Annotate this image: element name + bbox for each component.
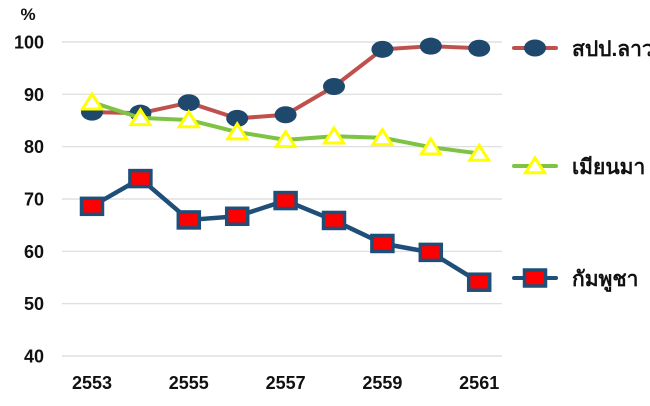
data-point-cambodia-2554: [128, 168, 153, 189]
data-point-myanmar-2559: [370, 126, 395, 147]
data-point-myanmar-2555: [176, 108, 202, 129]
data-point-lao-2560: [419, 37, 442, 55]
data-point-lao-2557: [274, 106, 297, 124]
y-axis-tick-label: 90: [24, 85, 44, 105]
legend-label-lao: สปป.ลาว: [572, 38, 650, 61]
legend-label-myanmar: เมียนมา: [572, 155, 645, 179]
legend-lao-marker-icon: [524, 39, 546, 57]
data-point-myanmar-2553: [79, 91, 105, 111]
legend-myanmar-marker-icon: [522, 154, 548, 175]
x-axis-tick-label: 2553: [72, 373, 112, 393]
data-point-myanmar-2556: [224, 121, 250, 141]
data-point-myanmar-2557: [273, 128, 298, 149]
legend-cambodia-marker-icon: [522, 268, 548, 288]
data-point-cambodia-2553: [79, 196, 105, 217]
x-axis-tick-label: 2557: [266, 373, 306, 393]
y-axis-unit-label: %: [20, 5, 35, 24]
data-point-lao-2558: [323, 77, 345, 95]
data-point-myanmar-2560: [418, 136, 444, 156]
legend-item-cambodia: กัมพูชา: [512, 268, 638, 293]
x-axis-tick-label: 2559: [362, 373, 402, 393]
data-point-cambodia-2560: [418, 242, 444, 263]
legend-item-lao: สปป.ลาว: [512, 38, 650, 61]
data-point-lao-2556: [226, 109, 249, 127]
data-point-cambodia-2556: [224, 206, 250, 227]
y-axis-tick-label: 80: [24, 137, 44, 157]
data-point-myanmar-2554: [128, 106, 153, 127]
x-axis-tick-label: 2561: [459, 373, 499, 393]
y-axis-tick-label: 70: [24, 190, 44, 210]
legend-label-cambodia: กัมพูชา: [572, 268, 638, 293]
data-point-myanmar-2561: [466, 142, 492, 162]
data-point-cambodia-2558: [321, 210, 347, 231]
data-point-cambodia-2555: [176, 210, 202, 230]
data-point-myanmar-2558: [321, 125, 347, 145]
x-axis-tick-label: 2555: [169, 373, 209, 393]
series-myanmar: [79, 91, 492, 162]
data-point-lao-2559: [371, 40, 394, 58]
data-point-lao-2561: [468, 39, 491, 57]
data-point-lao-2555: [177, 94, 200, 112]
y-axis-tick-label: 50: [24, 294, 44, 314]
y-axis-tick-label: 100: [14, 33, 44, 53]
data-point-cambodia-2557: [273, 190, 298, 211]
legend-item-myanmar: เมียนมา: [512, 154, 645, 179]
y-axis-tick-label: 60: [24, 242, 44, 262]
series-cambodia: [79, 168, 492, 292]
data-point-cambodia-2559: [370, 233, 395, 254]
y-axis-tick-label: 40: [24, 347, 44, 367]
data-point-cambodia-2561: [466, 272, 492, 292]
